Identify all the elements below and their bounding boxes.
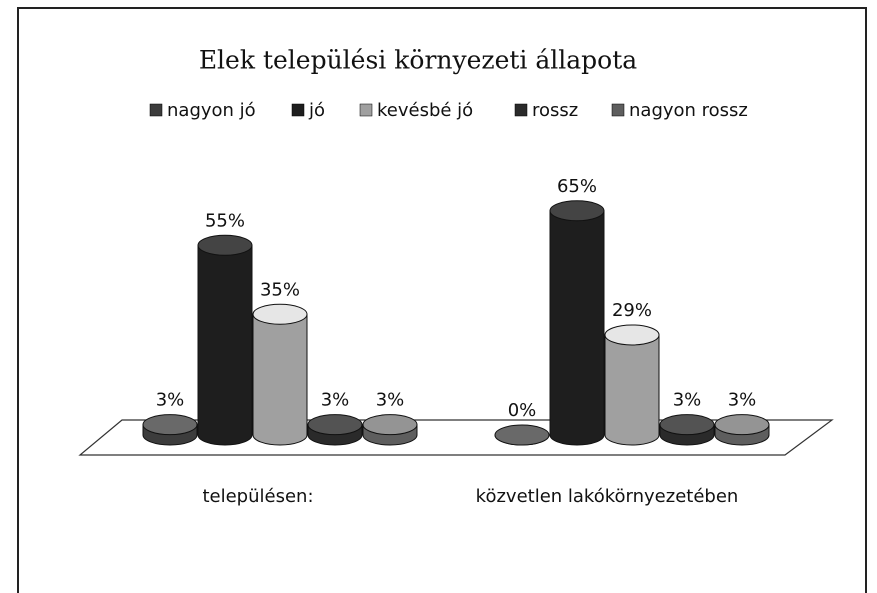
cylinder-top bbox=[714, 414, 770, 436]
legend-label: nagyon jó bbox=[167, 100, 256, 121]
cylinder-top bbox=[362, 414, 418, 436]
chart-title: Elek települési környezeti állapota bbox=[199, 46, 637, 75]
legend-swatch bbox=[359, 103, 373, 117]
data-label: 65% bbox=[557, 176, 597, 197]
cylinder-top bbox=[252, 303, 308, 325]
legend-label: rossz bbox=[532, 100, 578, 121]
x-tick-label: településen: bbox=[202, 486, 313, 507]
x-tick-label: közvetlen lakókörnyezetében bbox=[476, 486, 739, 507]
data-label: 3% bbox=[728, 390, 757, 411]
data-label: 29% bbox=[612, 300, 652, 321]
chart-frame bbox=[17, 7, 867, 593]
legend-label: kevésbé jó bbox=[377, 100, 473, 121]
legend-swatch bbox=[291, 103, 305, 117]
data-label: 35% bbox=[260, 279, 300, 300]
legend-swatch bbox=[149, 103, 163, 117]
data-label: 55% bbox=[205, 210, 245, 231]
legend-label: nagyon rossz bbox=[629, 100, 748, 121]
legend-swatch bbox=[514, 103, 528, 117]
cylinder-top bbox=[494, 424, 550, 446]
cylinder-top bbox=[307, 414, 363, 436]
cylinder-top bbox=[549, 200, 605, 222]
cylinder-body bbox=[604, 334, 660, 446]
data-label: 3% bbox=[321, 390, 350, 411]
data-label: 3% bbox=[156, 390, 185, 411]
cylinder-top bbox=[604, 324, 660, 346]
data-label: 3% bbox=[376, 390, 405, 411]
cylinder-body bbox=[252, 313, 308, 446]
cylinder-top bbox=[197, 234, 253, 256]
cylinder-body bbox=[549, 210, 605, 446]
data-label: 3% bbox=[673, 390, 702, 411]
data-label: 0% bbox=[508, 400, 537, 421]
cylinder-top bbox=[142, 414, 198, 436]
cylinder-top bbox=[659, 414, 715, 436]
cylinder-body bbox=[197, 244, 253, 446]
legend-swatch bbox=[611, 103, 625, 117]
legend-label: jó bbox=[308, 100, 325, 121]
